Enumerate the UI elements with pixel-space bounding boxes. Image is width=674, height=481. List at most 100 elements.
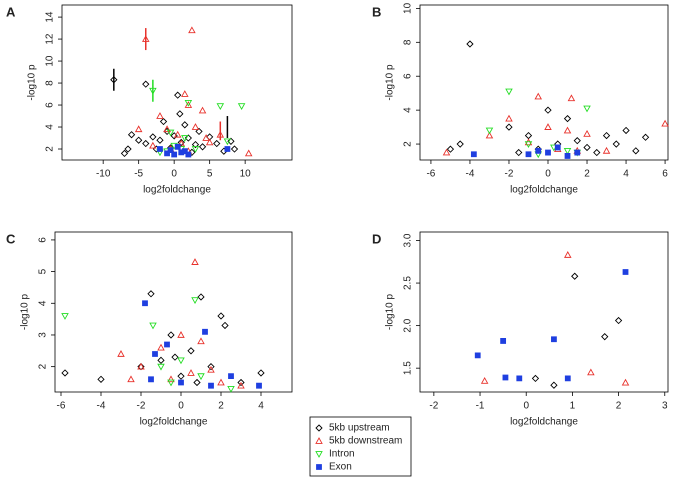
point (166, 129, 175, 137)
point (535, 147, 542, 154)
y-tick-label: 14 (45, 11, 56, 23)
x-axis-label: log2foldchange (510, 417, 578, 428)
legend-label: 5kb downstream (329, 436, 402, 447)
x-tick-label: 6 (662, 169, 668, 180)
point (524, 131, 533, 140)
y-tick-label: 2 (403, 141, 414, 147)
point (551, 336, 557, 343)
point (117, 350, 125, 357)
point (149, 322, 157, 330)
point (256, 382, 262, 389)
point (156, 112, 164, 119)
y-tick-label: 4 (38, 300, 49, 306)
point (632, 147, 640, 155)
x-tick-label: -6 (426, 169, 435, 180)
point (202, 328, 208, 335)
x-tick-label: -4 (97, 401, 106, 412)
point (152, 351, 158, 357)
x-tick-label: 0 (545, 169, 551, 180)
x-axis-label: log2foldchange (140, 417, 208, 428)
point (197, 293, 205, 301)
x-axis-label: log2foldchange (510, 185, 578, 196)
point (110, 76, 118, 84)
point (171, 151, 178, 158)
point (531, 374, 540, 383)
point (202, 134, 210, 141)
point (217, 378, 225, 386)
legend-marker (316, 464, 322, 470)
panel-label: D (372, 231, 381, 246)
point (207, 365, 215, 373)
point (191, 258, 199, 265)
point (134, 125, 143, 133)
point (181, 148, 188, 155)
x-tick-label: 2 (584, 169, 590, 180)
point (217, 312, 225, 320)
point (177, 357, 185, 365)
point (583, 129, 591, 137)
point (178, 379, 184, 386)
point (181, 90, 189, 97)
point (505, 123, 513, 131)
point (224, 146, 231, 152)
point (159, 117, 168, 126)
point (176, 110, 184, 118)
x-tick-label: -1 (476, 401, 485, 412)
point (466, 40, 474, 48)
y-tick-label: 10 (45, 55, 56, 67)
x-tick-label: 2 (616, 401, 622, 412)
point (167, 379, 175, 387)
point (164, 341, 170, 348)
point (545, 149, 551, 156)
point (135, 136, 143, 144)
point (227, 137, 235, 145)
point (567, 94, 576, 102)
y-tick-label: 5 (38, 268, 49, 274)
point (544, 106, 552, 114)
point (573, 137, 581, 145)
y-tick-label: 6 (403, 73, 414, 79)
y-axis-label: -log10 p (27, 64, 38, 101)
point (61, 313, 69, 320)
x-axis-label: log2foldchange (143, 185, 211, 196)
point (191, 297, 199, 305)
x-tick-label: 0 (523, 401, 529, 412)
y-tick-label: 2.5 (403, 276, 414, 290)
point (485, 131, 494, 139)
y-tick-label: 8 (45, 80, 56, 86)
x-tick-label: -5 (134, 169, 143, 180)
point (142, 139, 150, 148)
y-tick-label: 3 (38, 332, 49, 338)
y-tick-label: 4 (45, 124, 56, 130)
point (583, 105, 591, 113)
x-tick-label: 1 (570, 401, 576, 412)
point (223, 138, 232, 146)
point (148, 376, 154, 383)
point (177, 372, 185, 380)
point (177, 331, 185, 338)
point (515, 148, 523, 157)
point (184, 99, 193, 107)
point (167, 331, 175, 339)
point (120, 149, 129, 158)
x-tick-label: 10 (240, 169, 252, 180)
y-tick-label: 1.5 (403, 361, 414, 375)
point (442, 148, 451, 156)
point (516, 375, 523, 382)
plot-frame (419, 231, 669, 393)
point (237, 103, 246, 111)
point (149, 87, 157, 95)
panel-label: B (372, 4, 381, 19)
point (500, 338, 507, 344)
point (583, 143, 591, 152)
point (525, 151, 532, 158)
point (174, 143, 181, 150)
x-tick-label: -6 (57, 401, 66, 412)
point (237, 381, 245, 389)
legend-label: Exon (329, 462, 352, 473)
plot-frame (61, 4, 293, 161)
legend-box (309, 416, 412, 477)
point (602, 146, 611, 154)
point (157, 146, 163, 152)
point (127, 131, 136, 139)
